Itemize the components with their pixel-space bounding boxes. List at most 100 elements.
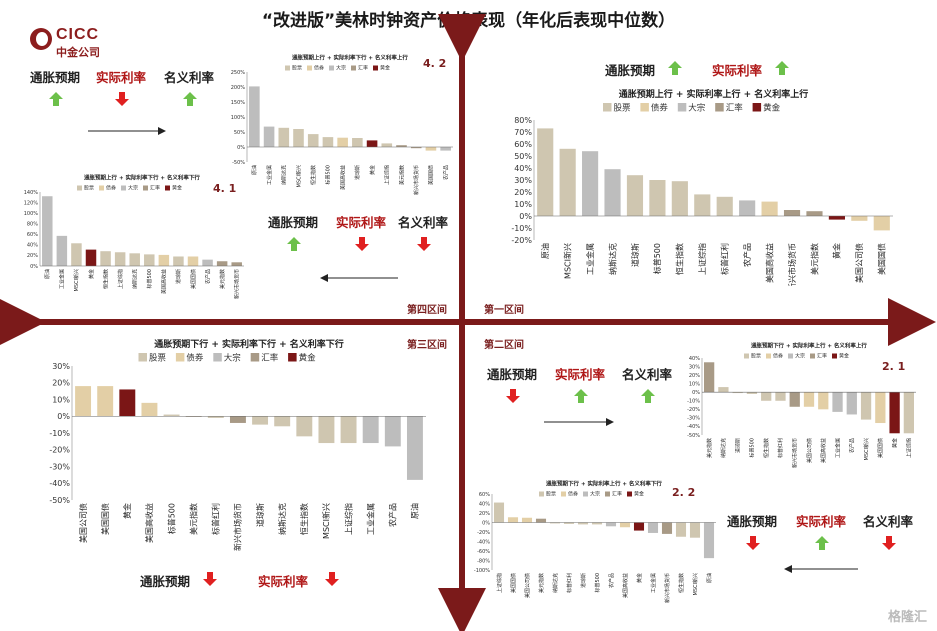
y-tick-label: 0%	[57, 412, 70, 421]
legend-label: 大宗	[224, 353, 241, 364]
category-label: 原油	[410, 503, 420, 519]
bar	[818, 392, 829, 410]
indicator-label: 实际利率	[258, 574, 309, 589]
legend-swatch	[351, 65, 356, 71]
bar	[318, 416, 335, 444]
y-tick-label: 20%	[479, 511, 490, 517]
bar	[647, 522, 659, 533]
bar	[56, 235, 68, 266]
legend-swatch	[744, 353, 749, 359]
category-label: 纳斯达克	[720, 438, 727, 458]
category-label: 新兴市场货币	[664, 573, 671, 603]
legend-swatch	[832, 353, 837, 359]
y-tick-label: 30%	[514, 176, 532, 185]
bar	[114, 252, 126, 266]
legend-label: 黄金	[839, 353, 849, 360]
indicator-label: 名义利率	[622, 367, 673, 382]
category-label: 美国国债	[100, 503, 110, 535]
category-label: 工业金属	[585, 243, 595, 275]
legend-swatch	[99, 185, 104, 191]
y-tick-label: -40%	[477, 539, 490, 545]
chart-title: 通胀预期上行 + 实际利率下行 + 名义利率上行	[292, 54, 408, 62]
y-tick-label: -40%	[687, 424, 700, 430]
y-tick-label: -100%	[474, 568, 490, 574]
category-label: 美国公司债	[524, 573, 531, 598]
legend-label: 股票	[546, 492, 556, 498]
y-tick-label: 0%	[692, 390, 700, 396]
category-label: 美国高收益	[161, 269, 168, 294]
category-label: 新兴市场货币	[413, 165, 420, 195]
legend-label: 股票	[149, 354, 167, 364]
indicator-label: 实际利率	[336, 215, 387, 230]
category-label: 上证综指	[906, 438, 913, 458]
bar	[903, 392, 915, 434]
category-label: 工业金属	[266, 165, 273, 185]
legend-swatch	[715, 103, 724, 112]
legend-label: 汇率	[358, 65, 368, 72]
legend-label: 黄金	[380, 65, 390, 72]
watermark: 格隆汇	[887, 610, 927, 625]
category-label: 恒生指数	[675, 243, 685, 275]
category-label: 恒生指数	[102, 269, 109, 289]
legend-label: 债券	[651, 103, 669, 114]
bar	[362, 416, 379, 444]
y-tick-label: 30%	[689, 364, 700, 370]
transition-arrow-q2-bot	[784, 565, 858, 573]
category-label: 新兴市场货币	[233, 269, 240, 299]
category-label: 美元指数	[188, 503, 198, 535]
y-tick-label: 10%	[514, 200, 532, 209]
bar	[746, 392, 758, 394]
y-tick-label: 120%	[24, 200, 39, 206]
category-label: MSCI新兴	[73, 269, 80, 291]
y-tick-label: -50%	[687, 433, 700, 439]
y-tick-label: 40%	[27, 243, 38, 249]
legend-label: 债券	[314, 65, 324, 72]
bar	[263, 126, 275, 147]
category-label: 黄金	[369, 165, 376, 175]
bar	[626, 175, 644, 216]
arrow-up-icon	[287, 237, 301, 251]
y-tick-label: -80%	[477, 558, 490, 564]
y-tick-label: 30%	[52, 362, 70, 371]
bar	[173, 256, 184, 266]
category-label: 工业金属	[650, 573, 657, 593]
legend-swatch	[288, 353, 297, 362]
category-label: 农产品	[608, 573, 615, 588]
logo-en: CICC	[56, 26, 100, 43]
bar	[381, 143, 393, 147]
chart-title: 通胀预期上行 + 实际利率上行 + 名义利率上行	[619, 88, 809, 100]
category-label: 美元指数	[706, 438, 713, 458]
legend-swatch	[77, 185, 82, 191]
legend-swatch	[627, 491, 632, 497]
category-label: 纳斯达克	[281, 165, 288, 185]
chart-tag: 2. 1	[882, 360, 905, 373]
transition-arrow-q2-top	[544, 418, 614, 426]
bar	[761, 392, 772, 401]
bar	[97, 386, 114, 417]
bar	[789, 392, 800, 407]
y-tick-label: 80%	[514, 116, 532, 125]
y-tick-label: 0%	[519, 212, 532, 221]
chart-title: 通胀预期下行 + 实际利率上行 + 名义利率上行	[751, 342, 867, 350]
bar	[141, 402, 158, 417]
y-tick-label: -10%	[687, 399, 700, 405]
bar	[100, 251, 111, 266]
category-label: 原油	[251, 165, 258, 175]
indicator-label: 实际利率	[96, 70, 147, 85]
category-label: 黄金	[122, 503, 132, 519]
arrow-up-icon	[815, 536, 829, 550]
bar	[129, 253, 140, 266]
bar	[406, 416, 423, 480]
bar	[521, 517, 533, 523]
arrow-up-icon	[775, 61, 789, 75]
category-label: 道琼斯	[630, 243, 640, 267]
category-label: 美国高收益	[622, 573, 629, 598]
category-label: 恒生指数	[299, 503, 309, 535]
category-label: 工业金属	[365, 503, 375, 535]
legend-label: 债券	[106, 185, 116, 192]
category-label: 美元指数	[398, 165, 405, 185]
y-tick-label: 60%	[27, 232, 38, 238]
bar	[296, 416, 313, 437]
